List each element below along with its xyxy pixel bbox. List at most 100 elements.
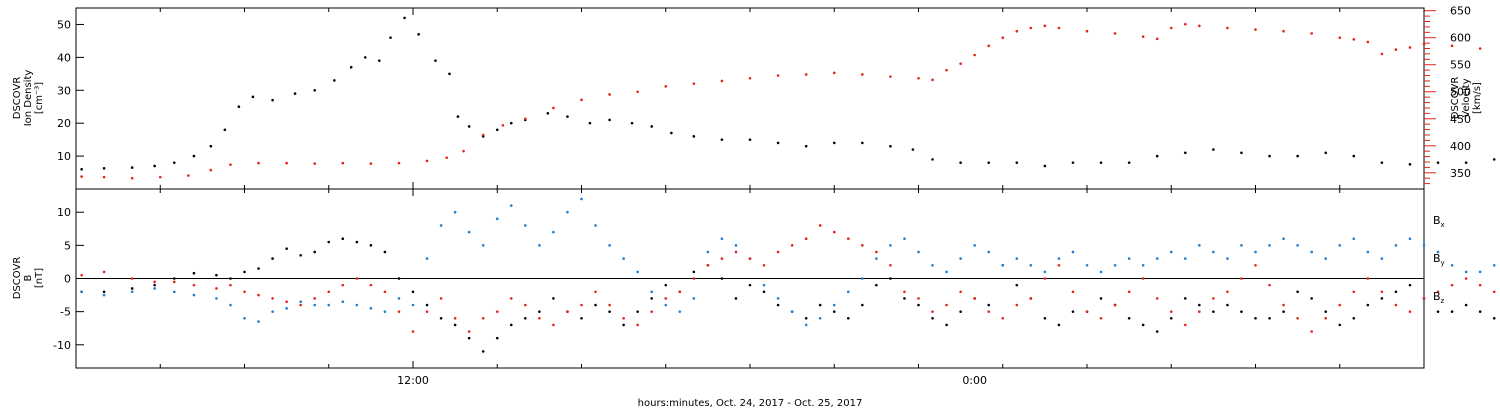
y-axis-label: DSCOVRVelocity[km/s] <box>1450 77 1483 120</box>
data-point <box>945 303 948 307</box>
data-point <box>1282 310 1285 313</box>
data-point <box>1226 26 1229 30</box>
data-point <box>1422 244 1426 247</box>
data-point <box>341 161 345 165</box>
data-point <box>1212 310 1215 313</box>
data-point <box>1310 330 1313 333</box>
data-point <box>748 76 752 80</box>
x-tick-label: 12:00 <box>397 374 429 387</box>
data-point <box>903 297 906 300</box>
data-point <box>172 161 176 164</box>
data-point <box>580 197 583 201</box>
data-point <box>313 88 317 92</box>
data-point <box>1043 270 1047 274</box>
y-tick-label: 10 <box>57 206 71 219</box>
data-point <box>456 115 460 118</box>
data-point <box>1198 244 1201 247</box>
data-point <box>1183 323 1187 327</box>
data-point <box>1057 323 1061 327</box>
data-point <box>285 161 288 165</box>
series-by <box>80 197 1496 327</box>
data-point <box>271 297 274 300</box>
data-point <box>509 204 513 207</box>
data-point <box>706 250 710 254</box>
data-point <box>229 277 232 280</box>
data-point <box>130 166 134 169</box>
data-point <box>1394 48 1398 51</box>
data-point <box>327 290 331 294</box>
data-point <box>608 303 611 307</box>
data-point <box>453 316 457 320</box>
data-point <box>411 330 415 333</box>
data-point <box>692 82 696 85</box>
data-point <box>1436 250 1440 254</box>
data-point <box>378 59 381 62</box>
data-point <box>102 166 106 170</box>
data-point <box>1450 283 1454 287</box>
data-point <box>481 133 485 137</box>
data-point <box>462 149 465 153</box>
data-point <box>257 293 260 297</box>
data-point <box>846 237 850 241</box>
data-point <box>1029 297 1033 300</box>
data-point <box>1043 24 1047 28</box>
y-axis-label: DSCOVRB[nT] <box>12 257 45 300</box>
data-point <box>1071 290 1075 294</box>
data-point <box>1408 237 1412 241</box>
data-point <box>776 141 780 145</box>
data-point <box>959 257 962 260</box>
data-point <box>1099 161 1103 164</box>
data-point <box>411 303 415 307</box>
data-point <box>1296 290 1299 294</box>
data-point <box>1324 151 1328 155</box>
data-point <box>1254 250 1257 254</box>
data-point <box>271 98 274 102</box>
data-point <box>1464 161 1468 164</box>
data-point <box>1029 263 1033 267</box>
data-point <box>481 350 485 353</box>
data-point <box>1057 257 1061 260</box>
series-velocity <box>80 22 1482 180</box>
data-point <box>153 287 156 290</box>
data-point <box>1282 303 1285 307</box>
data-point <box>748 138 752 141</box>
data-point <box>524 303 527 307</box>
data-point <box>678 290 682 294</box>
data-point <box>1436 290 1440 294</box>
data-point <box>1015 29 1019 33</box>
data-point <box>945 323 948 327</box>
data-point <box>790 310 794 313</box>
data-point <box>804 144 808 148</box>
magnetic-field-panel: -10 -5 0 5 10 12:00 0:00 DSCOVRB[nT] Bx By Bz <box>12 188 1496 387</box>
data-point <box>546 112 550 115</box>
data-point <box>1057 263 1061 267</box>
data-point <box>861 303 864 307</box>
data-point <box>622 323 625 327</box>
data-point <box>664 283 668 287</box>
data-point <box>1085 29 1089 33</box>
data-point <box>552 323 555 327</box>
data-point <box>369 307 373 310</box>
plot-frame <box>75 7 1425 190</box>
data-point <box>1352 290 1356 294</box>
data-point <box>355 303 359 307</box>
data-point <box>1296 316 1299 320</box>
data-point <box>467 230 471 234</box>
data-point <box>425 257 429 260</box>
data-point <box>1394 290 1398 294</box>
data-point <box>1099 270 1103 274</box>
data-point <box>172 290 176 294</box>
data-point <box>1492 290 1496 294</box>
data-point <box>495 217 499 221</box>
data-point <box>1141 323 1145 327</box>
data-point <box>1226 257 1229 260</box>
data-point <box>524 316 527 320</box>
data-point <box>1057 26 1061 30</box>
data-point <box>889 263 892 267</box>
data-point <box>1071 161 1075 164</box>
data-point <box>495 310 499 313</box>
y-right-tick-label: 400 <box>1450 140 1471 153</box>
data-point <box>453 210 457 214</box>
data-point <box>448 72 451 76</box>
data-point <box>720 257 724 260</box>
